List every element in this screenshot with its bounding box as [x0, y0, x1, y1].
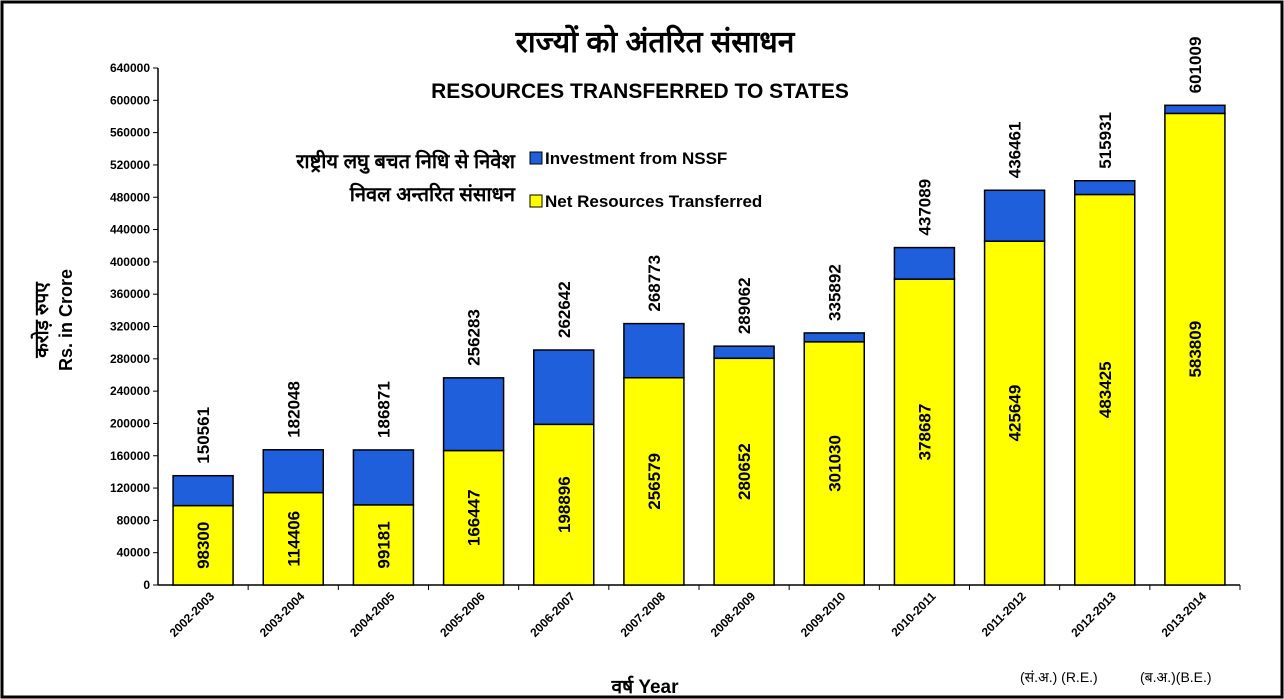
value-label: 98300 — [194, 522, 213, 569]
annotation: (ब.अ.)(B.E.) — [1140, 669, 1212, 685]
value-label: 583809 — [1186, 321, 1205, 378]
bar-segment — [1074, 193, 1136, 586]
bar-segment — [533, 423, 595, 586]
y-tick-label: 0 — [143, 578, 150, 592]
value-label: 425649 — [1006, 385, 1025, 442]
y-tick-label: 80000 — [117, 513, 151, 527]
y-tick-label: 160000 — [110, 449, 150, 463]
y-axis-title-hi: करोड़ रुपए — [30, 281, 53, 359]
bar-segment — [713, 357, 775, 586]
legend-label: Net Resources Transferred — [545, 192, 762, 211]
value-label: 166447 — [465, 489, 484, 546]
bar-segment — [262, 491, 324, 586]
legend-swatch — [529, 151, 543, 165]
legend-label: Investment from NSSF — [545, 149, 727, 168]
value-label: 301030 — [825, 435, 844, 492]
top-label: 268773 — [645, 255, 664, 312]
y-tick-label: 400000 — [110, 255, 150, 269]
y-tick-label: 200000 — [110, 416, 150, 430]
bar-segment — [1074, 180, 1136, 196]
y-tick-label: 520000 — [110, 158, 150, 172]
bar-segment — [983, 189, 1046, 242]
y-tick-label: 40000 — [117, 546, 151, 560]
y-tick-label: 560000 — [110, 126, 150, 140]
top-label: 515931 — [1096, 112, 1115, 169]
chart-title-hi: राज्यों को अंतरित संसाधन — [515, 24, 796, 59]
y-tick-label: 360000 — [110, 287, 150, 301]
value-label: 378687 — [915, 404, 934, 461]
top-label: 150561 — [194, 407, 213, 464]
y-tick-label: 320000 — [110, 320, 150, 334]
legend-label-hi: राष्ट्रीय लघु बचत निधि से निवेश — [295, 149, 516, 174]
value-label: 114406 — [284, 511, 303, 567]
x-axis-title: वर्ष Year — [611, 675, 680, 698]
bar-segment — [442, 377, 505, 452]
bar-segment — [803, 341, 865, 586]
top-label: 256283 — [465, 309, 484, 366]
bar-segment — [172, 474, 234, 507]
annotation: (सं.अ.) (R.E.) — [1020, 669, 1098, 685]
y-tick-label: 440000 — [110, 223, 150, 237]
bar-segment — [623, 322, 685, 379]
y-tick-label: 120000 — [110, 481, 150, 495]
chart-title: RESOURCES TRANSFERRED TO STATES — [431, 80, 849, 103]
y-tick-label: 240000 — [110, 384, 150, 398]
bar-segment — [713, 345, 775, 360]
value-label: 280652 — [735, 443, 754, 500]
bar-segment — [533, 349, 595, 426]
y-tick-label: 280000 — [110, 352, 150, 366]
bar-segment — [352, 449, 415, 506]
y-tick-label: 600000 — [110, 93, 150, 107]
value-label: 256579 — [645, 453, 664, 510]
top-label: 436461 — [1006, 122, 1025, 179]
top-label: 437089 — [915, 179, 934, 236]
top-label: 182048 — [284, 381, 303, 438]
bar-segment — [1164, 104, 1226, 115]
bar-segment — [172, 504, 234, 586]
bar-segment — [352, 504, 415, 586]
bar-segment — [893, 246, 956, 280]
bar-segment — [1164, 112, 1226, 586]
legend-swatch — [529, 194, 543, 208]
legend-label-hi: निवल अन्तरित संसाधन — [349, 182, 516, 206]
bar-segment — [623, 376, 685, 586]
value-label: 483425 — [1096, 361, 1115, 418]
top-label: 335892 — [825, 264, 844, 321]
top-label: 289062 — [735, 277, 754, 334]
bar-segment — [983, 240, 1046, 586]
y-tick-label: 480000 — [110, 190, 150, 204]
top-label: 601009 — [1186, 37, 1205, 94]
bar-segment — [893, 278, 956, 586]
bar-segment — [803, 332, 865, 343]
top-label: 186871 — [374, 381, 393, 438]
value-label: 99181 — [374, 521, 393, 568]
y-axis-title: Rs. in Crore — [56, 269, 76, 371]
value-label: 198896 — [555, 476, 574, 533]
bar-segment — [262, 449, 324, 494]
y-tick-label: 640000 — [110, 61, 150, 75]
top-label: 262642 — [555, 281, 574, 338]
